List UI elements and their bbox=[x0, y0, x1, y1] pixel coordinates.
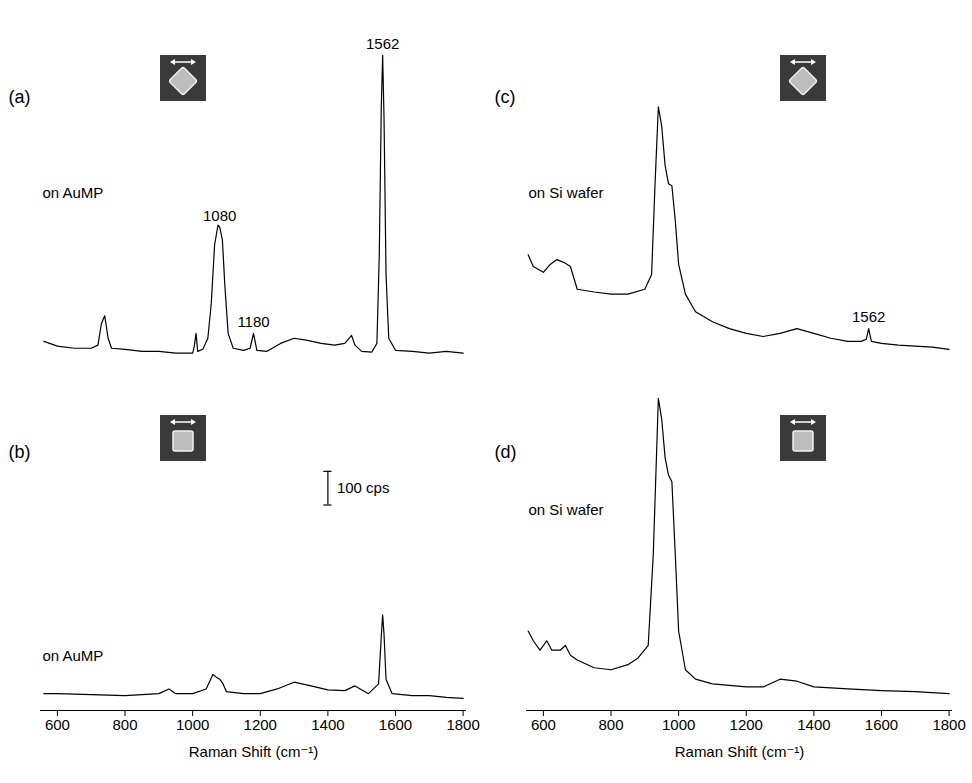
svg-text:(b): (b) bbox=[9, 442, 31, 462]
svg-text:1562: 1562 bbox=[852, 308, 885, 325]
svg-text:on Si wafer: on Si wafer bbox=[529, 501, 604, 518]
svg-text:600: 600 bbox=[45, 716, 70, 733]
svg-text:Raman Shift (cm⁻¹): Raman Shift (cm⁻¹) bbox=[675, 743, 805, 760]
svg-text:800: 800 bbox=[113, 716, 138, 733]
svg-text:1562: 1562 bbox=[366, 35, 399, 52]
svg-text:1800: 1800 bbox=[446, 716, 479, 733]
svg-text:1400: 1400 bbox=[797, 716, 830, 733]
svg-text:(d): (d) bbox=[495, 442, 517, 462]
svg-text:(a): (a) bbox=[9, 87, 31, 107]
svg-text:100 cps: 100 cps bbox=[337, 479, 390, 496]
svg-text:Raman Shift (cm⁻¹): Raman Shift (cm⁻¹) bbox=[189, 743, 319, 760]
svg-text:800: 800 bbox=[599, 716, 624, 733]
svg-text:1200: 1200 bbox=[244, 716, 277, 733]
svg-text:1800: 1800 bbox=[932, 716, 965, 733]
svg-text:1400: 1400 bbox=[311, 716, 344, 733]
svg-text:(c): (c) bbox=[495, 87, 516, 107]
svg-text:on AuMP: on AuMP bbox=[43, 184, 104, 201]
svg-text:1000: 1000 bbox=[176, 716, 209, 733]
svg-text:on Si wafer: on Si wafer bbox=[529, 184, 604, 201]
svg-text:1080: 1080 bbox=[203, 207, 236, 224]
svg-text:1600: 1600 bbox=[865, 716, 898, 733]
svg-text:1600: 1600 bbox=[379, 716, 412, 733]
svg-text:1180: 1180 bbox=[237, 313, 269, 330]
svg-text:600: 600 bbox=[531, 716, 556, 733]
svg-text:1000: 1000 bbox=[662, 716, 695, 733]
svg-text:1200: 1200 bbox=[730, 716, 763, 733]
svg-text:on AuMP: on AuMP bbox=[43, 647, 104, 664]
